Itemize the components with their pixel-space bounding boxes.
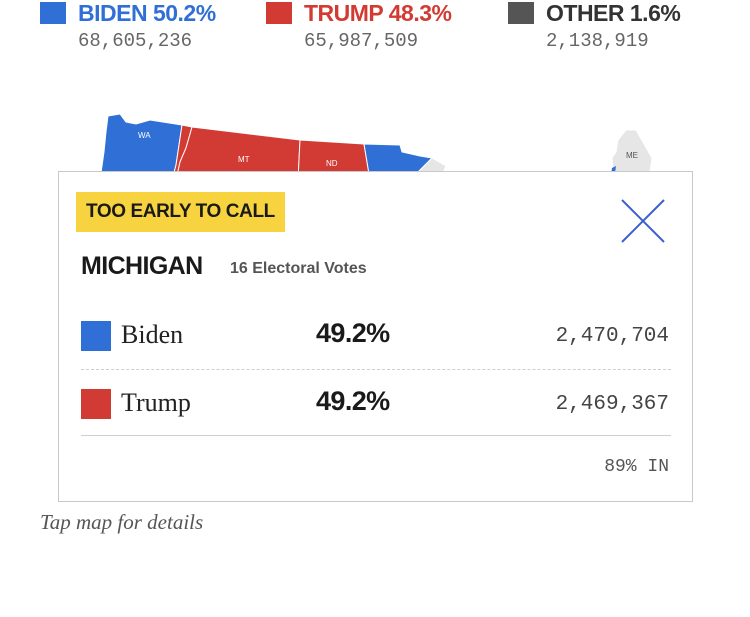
- trump-share-label: TRUMP 48.3%: [304, 0, 452, 26]
- biden-swatch: [40, 2, 66, 24]
- biden-vote-total: 68,605,236: [78, 30, 193, 52]
- row-divider: [81, 369, 671, 370]
- other-swatch: [508, 2, 534, 24]
- close-icon[interactable]: [620, 198, 666, 244]
- other-vote-total: 2,138,919: [546, 30, 649, 52]
- state-name: MICHIGAN: [81, 252, 203, 280]
- trump-swatch: [266, 2, 292, 24]
- result-row-biden: Biden 49.2% 2,470,704: [81, 312, 671, 362]
- biden-color-swatch: [81, 321, 111, 351]
- race-status-badge: TOO EARLY TO CALL: [76, 192, 285, 232]
- map-label-nd: ND: [326, 159, 338, 168]
- national-summary: BIDEN 50.2% 68,605,236 TRUMP 48.3% 65,98…: [0, 0, 750, 60]
- state-detail-popup: TOO EARLY TO CALL MICHIGAN 16 Electoral …: [58, 171, 693, 502]
- reporting-percent: 89% IN: [604, 457, 669, 477]
- candidate-name: Biden: [121, 320, 184, 349]
- biden-share-label: BIDEN 50.2%: [78, 0, 216, 26]
- result-row-trump: Trump 49.2% 2,469,367: [81, 380, 671, 430]
- candidate-votes: 2,469,367: [555, 393, 669, 416]
- electoral-map[interactable]: WA MT ND ME: [0, 100, 750, 180]
- candidate-percent: 49.2%: [316, 318, 390, 348]
- other-share-label: OTHER 1.6%: [546, 0, 681, 26]
- candidate-name: Trump: [121, 388, 191, 417]
- map-label-wa: WA: [138, 131, 151, 140]
- map-label-mt: MT: [238, 155, 250, 164]
- map-label-me: ME: [626, 151, 638, 160]
- candidate-percent: 49.2%: [316, 386, 390, 416]
- trump-color-swatch: [81, 389, 111, 419]
- candidate-votes: 2,470,704: [555, 325, 669, 348]
- state-nd[interactable]: [297, 139, 371, 180]
- trump-vote-total: 65,987,509: [304, 30, 419, 52]
- map-hint: Tap map for details: [40, 510, 204, 534]
- results-divider: [81, 435, 671, 436]
- electoral-votes: 16 Electoral Votes: [230, 260, 367, 277]
